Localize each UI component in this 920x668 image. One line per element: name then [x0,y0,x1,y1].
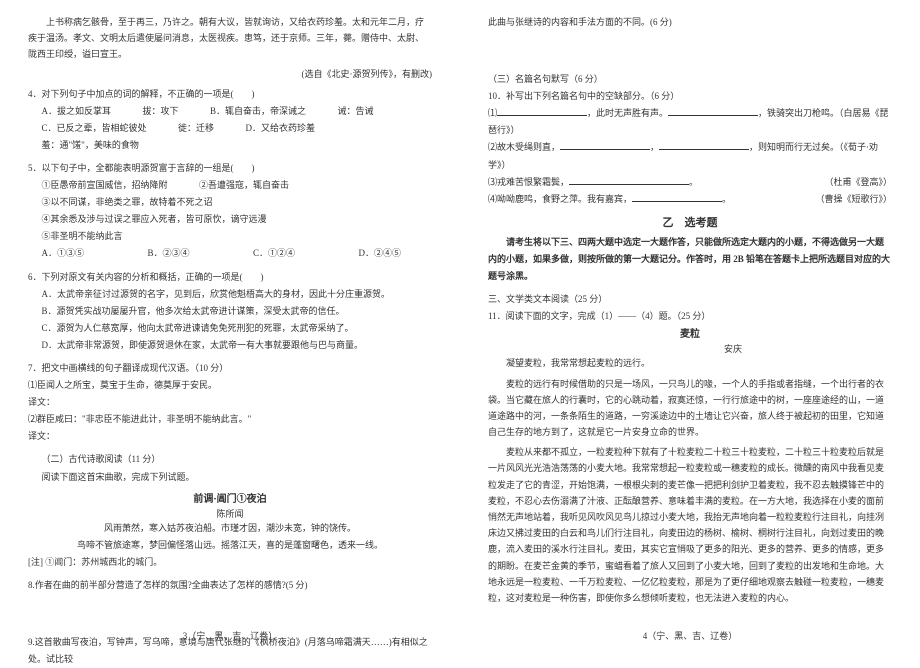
q6-opt-d: D．太武帝非常源贺，即使源贺退休在家，太武帝一有大事就要跟他与巴与商量。 [28,337,432,354]
q4-stem: 4．对下列句子中加点的词的解释，不正确的一项是( ) [28,86,432,103]
intro-paragraph: 上书称病乞骸骨，至于再三，乃许之。朝有大议，皆就询访，又给衣药珍羞。太和元年二月… [28,14,432,63]
q4-opt-b2: 诫：告诫 [324,103,374,120]
answer-space [488,31,892,71]
q4-opt-d: D．又给衣药珍羞 [232,120,315,137]
q10-1-prefix: ⑴ [488,108,497,118]
source-citation: (选自《北史·源贺列传》，有删改) [28,67,432,80]
blank [659,140,749,150]
q4-opt-a: A．拔之如反掌耳 [28,103,111,120]
q5-opt-b: B．②③④ [134,245,190,262]
q10-2-mid: ， [650,142,659,152]
q4-row1: A．拔之如反掌耳 拔：攻下 B．辄自奋击，帝深诫之 诫：告诫 [28,103,432,120]
q10-1-mid: ，此时无声胜有声。 [587,108,668,118]
q5-opt-c: C．①②④ [240,245,296,262]
q4-opt-d2: 羞：通"馐"，美味的食物 [28,137,139,154]
q7-trans1-label: 译文： [28,394,432,411]
q5-item4: ④其余悉及涉与过误之罪应入死者，皆可原忺，谪守远漫 [28,211,267,228]
left-footer: 3（宁、黑、吉、辽卷） [0,629,460,642]
q5-item1: ①臣愚帝前宣国威信，招纳降附 [28,177,168,194]
story-p1: 凝望麦粒，我常常想起麦粒的远行。 [488,355,892,371]
q10-item1: ⑴，此时无声胜有声。，铁骑突出刀枪鸣。（白居易《琵琶行》） [488,105,892,139]
section3-heading: （三）名篇名句默写（6 分） [488,71,892,88]
blank [560,140,650,150]
right-footer: 4（宁、黑、吉、辽卷） [460,629,920,642]
story-p2: 麦粒的远行有时候借助的只是一场风，一只鸟儿的喙，一个人的手指或者指缝，一个出行者… [488,376,892,441]
q10-item2: ⑵故木受绳则直，，，则知明而行无过矣。（《荀子·劝学》） [488,139,892,173]
q7-stem: 7．把文中画横线的句子翻译成现代汉语。（10 分） [28,360,432,377]
q5-item5: ⑤非圣明不能纳此言 [28,228,432,245]
poem-line2: 鸟啼不管旅途寒，梦回偏怪落山远。摇落江天，喜的是蓬窗曙色，透来一线。 [28,537,432,554]
poem-author: 陈所闻 [28,507,432,520]
q6-opt-b: B．源贺凭实战功屡屡升官，他多次给太武帝进计谋策，深受太武帝的信任。 [28,303,432,320]
q11-stem: 11．阅读下面的文字，完成（1）——（4）题。（25 分） [488,308,892,325]
section2-heading: （二）古代诗歌阅读（11 分） [28,451,432,468]
q10-3-mid: 。 [689,177,698,187]
q4-opt-c: C．已反之辈，皆相蛇彼处 [28,120,147,137]
blank [668,106,758,116]
q5-item3: ③以不同谋，非绝类之罪，故特着不死之诏 [28,194,213,211]
q7-trans2-label: 译文： [28,428,432,445]
section-b-note: 请考生将以下三、四两大题中选定一大题作答，只能做所选定大题内的小题，不得选做另一… [488,234,892,285]
q5-item2: ②吾遭强寇，辄自奋击 [186,177,290,194]
q5-stem: 5．以下句子中，全都能表明源贺富于言辞的一组是( ) [28,160,432,177]
answer-space [28,594,432,634]
story-title: 麦粒 [488,325,892,340]
q10-item3: ⑶戎难苦恨繁霜鬓， 。 （杜甫《登高》） [488,174,892,191]
q10-4-mid: 。 [722,194,731,204]
q10-item4: ⑷呦呦鹿鸣，食野之萍。我有嘉宾， 。 （曹操《短歌行》） [488,191,892,208]
q7-sentence2: ⑵群臣咸曰："非忠臣不能进此计，非圣明不能纳此言。" [28,411,432,428]
q10-4-prefix: ⑷呦呦鹿鸣，食野之萍。我有嘉宾， [488,194,632,204]
q4-row2: C．已反之辈，皆相蛇彼处 徙：迁移 D．又给衣药珍羞 羞：通"馐"，美味的食物 [28,120,432,154]
q10-3-prefix: ⑶戎难苦恨繁霜鬓， [488,177,569,187]
q5-choices: A．①③⑤ B．②③④ C．①②④ D．②④⑤ [28,245,432,262]
right-column: 此曲与张继诗的内容和手法方面的不同。(6 分) （三）名篇名句默写（6 分） 1… [460,0,920,650]
q8-stem: 8.作者在曲的前半部分营造了怎样的氛围?全曲表达了怎样的感情?(5 分) [28,577,432,594]
q7-sentence1: ⑴臣闻人之所宝，莫宝于生命，德莫厚于安民。 [28,377,432,394]
story-p3: 麦粒从来都不孤立，一粒麦粒种下就有了十粒麦粒二十粒三十粒麦粒，二十粒三十粒麦粒后… [488,444,892,606]
q5-row2: ③以不同谋，非绝类之罪，故特着不死之诏 ④其余悉及涉与过误之罪应入死者，皆可原忺… [28,194,432,228]
poem-line1: 风雨萧然，寒入姑苏夜泊船。市瑾才因，潮沙未宽，钟的饶传。 [28,520,432,537]
q10-4-src: （曹操《短歌行》） [815,191,892,208]
section2-intro: 阅读下面这首宋曲歌，完成下列试题。 [28,469,432,486]
q5-row1: ①臣愚帝前宣国威信，招纳降附 ②吾遭强寇，辄自奋击 [28,177,432,194]
q4-opt-a2: 拔：攻下 [129,103,179,120]
blank [497,106,587,116]
q5-opt-d: D．②④⑤ [345,245,401,262]
blank [569,175,689,185]
q10-2-prefix: ⑵故木受绳则直， [488,142,560,152]
section-lit-heading: 三、文学类文本阅读（25 分） [488,291,892,308]
poem-title: 前调·阊门①夜泊 [28,490,432,505]
q6-opt-c: C．源贺为人仁慈宽厚，他向太武帝进谏请免免死刑犯的死罪，太武帝采纳了。 [28,320,432,337]
q4-opt-c2: 徙：迁移 [165,120,215,137]
blank [632,192,722,202]
section-b-title: 乙 选考题 [488,214,892,230]
poem-note: [注] ①阊门：苏州城西北的城门。 [28,554,432,571]
q6-opt-a: A．太武帝亲征讨过源贺的名字，见到后，欣赏他魁梧高大的身材，因此十分庄重源贺。 [28,286,432,303]
q10-stem: 10．补写出下列名篇名句中的空缺部分。（6 分） [488,88,892,105]
left-column: 上书称病乞骸骨，至于再三，乃许之。朝有大议，皆就询访，又给衣药珍羞。太和元年二月… [0,0,460,650]
story-author: 安庆 [488,342,892,355]
q6-stem: 6．下列对原文有关内容的分析和概括，正确的一项是( ) [28,269,432,286]
q5-opt-a: A．①③⑤ [28,245,84,262]
q9-continuation: 此曲与张继诗的内容和手法方面的不同。(6 分) [488,14,892,31]
q4-opt-b: B．辄自奋击，帝深诫之 [197,103,307,120]
q10-3-src: （杜甫《登高》） [824,174,892,191]
